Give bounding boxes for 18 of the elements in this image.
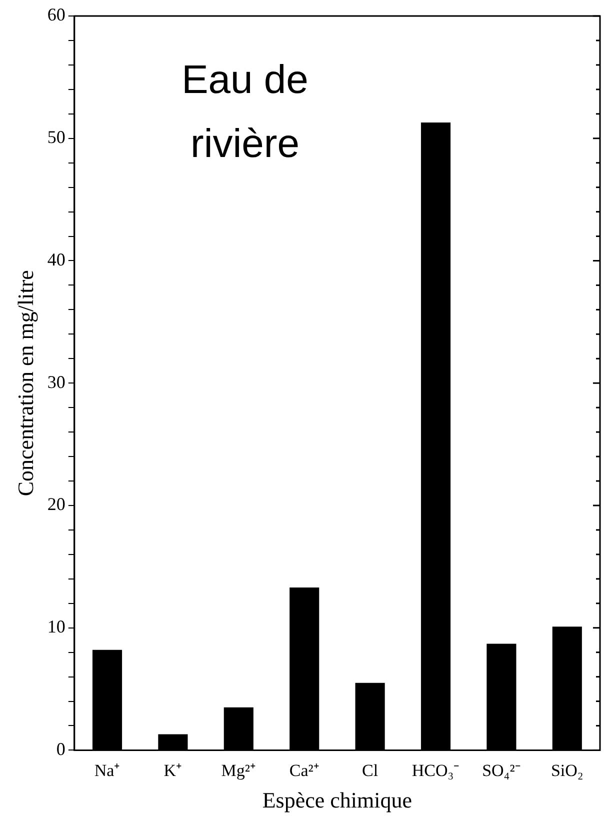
- y-tick-label: 0: [56, 738, 66, 759]
- x-axis-title: Espèce chimique: [262, 788, 412, 813]
- y-tick-label: 60: [47, 4, 66, 25]
- y-tick-label: 50: [47, 127, 66, 148]
- x-tick-label: K⁺: [164, 760, 182, 780]
- y-tick-label: 30: [47, 372, 66, 392]
- annotation: Eau de rivière: [180, 57, 310, 168]
- y-tick-label: 40: [47, 249, 66, 270]
- x-tick-label: Mg²⁺: [221, 760, 256, 780]
- x-tick-label: HCO₃⁻: [412, 760, 460, 780]
- y-tick-label: 20: [47, 494, 66, 514]
- x-tick-label: SiO₂: [550, 760, 584, 780]
- y-tick-label: 10: [47, 616, 66, 637]
- x-tick-label: Ca²⁺: [289, 760, 320, 780]
- x-tick-label: Cl: [362, 760, 378, 780]
- x-tick-label: SO₄²⁻: [482, 760, 521, 780]
- y-axis-title: Concentration en mg/litre: [12, 270, 38, 496]
- x-tick-label: Na⁺: [94, 760, 120, 780]
